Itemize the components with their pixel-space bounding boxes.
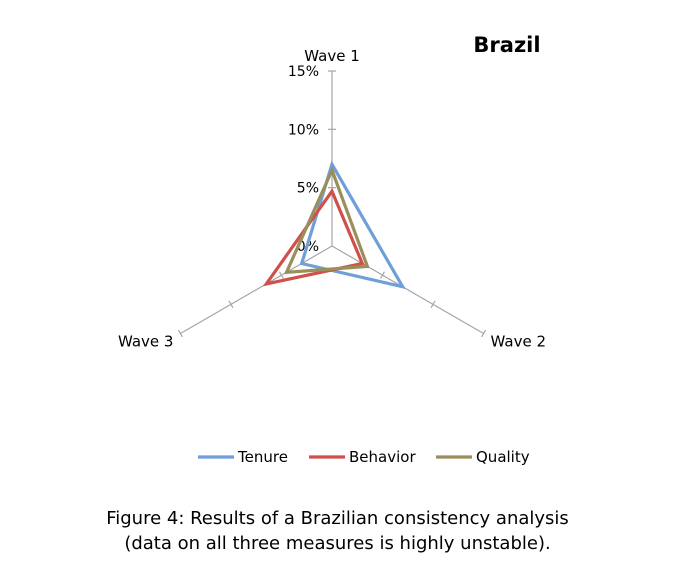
legend-label-tenure: Tenure — [237, 448, 288, 466]
series-quality-polygon — [283, 165, 370, 275]
spoke-label-wave-2: Wave 2 — [491, 333, 546, 351]
chart-title: Brazil — [473, 33, 540, 57]
figure-caption: Figure 4: Results of a Brazilian consist… — [0, 506, 675, 556]
series-layer — [262, 160, 406, 290]
axis-3-tick-3 — [177, 329, 183, 338]
tick-label-10pct: 10% — [288, 122, 319, 138]
tick-label-15pct: 15% — [288, 64, 319, 80]
series-behavior-polygon — [262, 187, 365, 287]
axis-3-tick-2 — [228, 300, 234, 309]
legend: Tenure Behavior Quality — [198, 448, 530, 466]
tick-label-5pct: 5% — [297, 181, 319, 197]
axis-3-tick-1 — [278, 271, 285, 279]
caption-line-2: (data on all three measures is highly un… — [124, 533, 551, 554]
legend-label-behavior: Behavior — [349, 448, 416, 466]
axis-2-tick-2 — [430, 300, 436, 309]
axis-spoke-2 — [331, 245, 484, 335]
spoke-label-wave-3: Wave 3 — [118, 333, 173, 351]
radar-axes — [177, 70, 487, 338]
caption-line-1: Figure 4: Results of a Brazilian consist… — [106, 508, 569, 529]
spoke-label-wave-1: Wave 1 — [304, 47, 359, 65]
axis-2-tick-3 — [481, 329, 487, 338]
legend-label-quality: Quality — [476, 448, 530, 466]
axis-2-tick-1 — [379, 271, 386, 279]
spoke-labels: Wave 1 Wave 2 Wave 3 — [118, 47, 546, 351]
axis-spoke-3 — [180, 245, 333, 335]
